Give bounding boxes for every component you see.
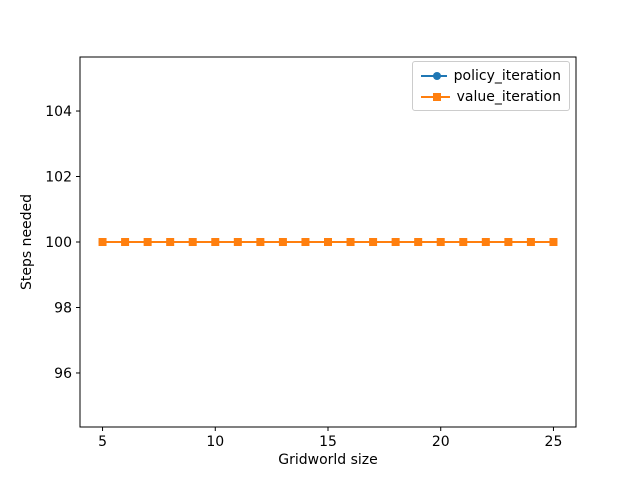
legend-label-value-iteration: value_iteration <box>456 88 561 105</box>
value-iteration-marker <box>436 238 445 246</box>
value-iteration-marker <box>346 238 355 246</box>
value-iteration-marker <box>278 238 287 246</box>
value-iteration-marker <box>98 238 107 246</box>
value-iteration-marker <box>211 238 220 246</box>
y-axis-label: Steps needed <box>19 194 35 290</box>
value-iteration-marker <box>549 238 558 246</box>
legend-sample-circle <box>433 71 441 80</box>
value-iteration-marker <box>391 238 400 246</box>
x-tick-label: 15 <box>319 434 337 450</box>
y-tick-label: 98 <box>54 300 72 316</box>
y-tick-label: 104 <box>45 104 72 120</box>
plot-area: 5 10 15 20 25 96 98 100 102 104 <box>45 56 577 450</box>
x-tick-label: 20 <box>432 434 450 450</box>
y-tick-label: 102 <box>45 170 72 186</box>
value-iteration-marker <box>459 238 468 246</box>
value-iteration-marker <box>143 238 152 246</box>
policy-iteration-legend-marker <box>421 71 447 80</box>
value-iteration-legend-marker <box>421 92 450 101</box>
value-iteration-marker <box>301 238 310 246</box>
legend-label-policy-iteration: policy_iteration <box>453 67 561 84</box>
value-iteration-marker <box>166 238 175 246</box>
y-tick-label: 100 <box>45 235 72 251</box>
x-axis-label: Gridworld size <box>278 452 378 468</box>
legend: policy_iteration value_iteration <box>412 61 570 111</box>
value-iteration-marker <box>414 238 423 246</box>
x-tick-label: 5 <box>98 434 107 450</box>
x-tick-label: 10 <box>206 434 224 450</box>
y-tick-label: 96 <box>54 366 72 382</box>
legend-item-policy-iteration: policy_iteration <box>421 66 561 85</box>
value-iteration-marker <box>481 238 490 246</box>
value-iteration-marker <box>324 238 332 246</box>
value-iteration-marker <box>504 238 513 246</box>
value-iteration-marker <box>188 238 197 246</box>
value-iteration-marker <box>233 238 242 246</box>
value-iteration-marker <box>369 238 378 246</box>
legend-item-value-iteration: value_iteration <box>421 87 561 106</box>
legend-sample-square <box>433 92 441 101</box>
x-tick-label: 25 <box>545 434 563 450</box>
value-iteration-marker <box>121 238 130 246</box>
value-iteration-marker <box>526 238 535 246</box>
value-iteration-marker <box>256 238 265 246</box>
